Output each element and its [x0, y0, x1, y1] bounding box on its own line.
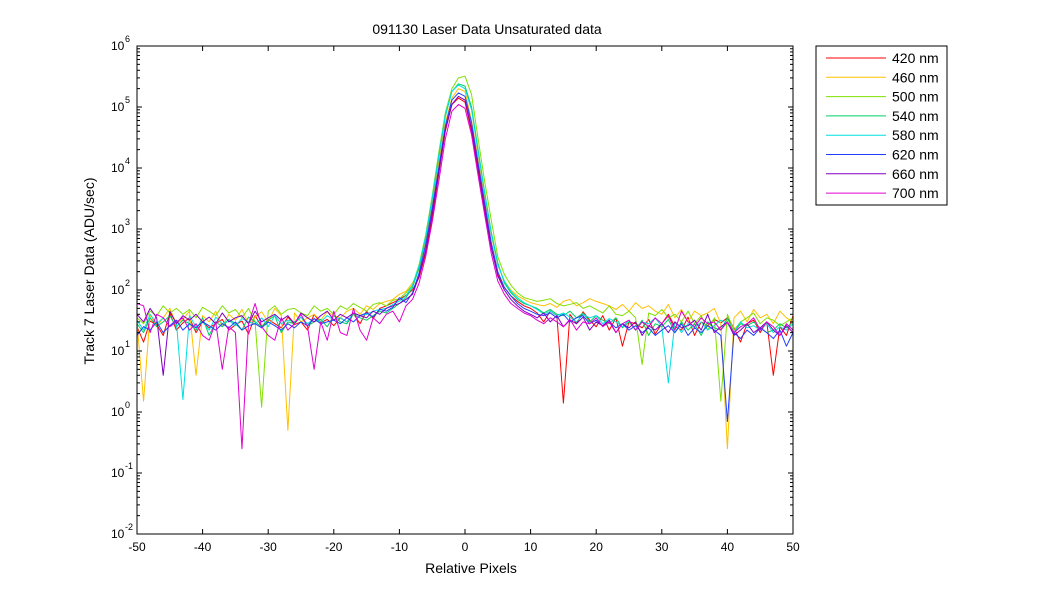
y-tick-exponent: 4 [125, 156, 130, 166]
y-tick-exponent: 5 [125, 95, 130, 105]
x-tick-label: -20 [325, 540, 343, 554]
legend: 420 nm 460 nm 500 nm 540 nm 580 nm 620 nm 660 … [815, 45, 948, 206]
x-tick-label: -10 [391, 540, 409, 554]
y-tick-base: 10 [111, 344, 125, 358]
legend-entry-label: 580 nm [892, 127, 939, 143]
y-tick-base: 10 [111, 39, 125, 53]
x-axis-label: Relative Pixels [425, 560, 517, 576]
x-tick-label: -50 [128, 540, 146, 554]
x-tick-label: 20 [590, 540, 604, 554]
x-tick-label: 0 [462, 540, 469, 554]
series-line-500-nm [136, 75, 794, 408]
x-tick-label: 40 [721, 540, 735, 554]
series-line-700-nm [136, 103, 794, 450]
legend-entry-label: 500 nm [892, 89, 939, 105]
y-tick-base: 10 [111, 161, 125, 175]
legend-entry-label: 460 nm [892, 69, 939, 85]
y-tick-exponent: 0 [125, 400, 130, 410]
y-tick-exponent: 1 [125, 339, 130, 349]
y-tick-exponent: 3 [125, 217, 130, 227]
y-tick-base: 10 [111, 100, 125, 114]
y-tick-exponent: 2 [125, 278, 130, 288]
series-layer [136, 75, 794, 450]
y-tick-base: 10 [111, 283, 125, 297]
legend-entry-label: 420 nm [892, 50, 939, 66]
x-tick-label: 10 [524, 540, 538, 554]
y-tick-base: 10 [111, 527, 125, 541]
y-tick-exponent: -1 [125, 461, 133, 471]
plot-area [137, 46, 793, 534]
y-tick-base: 10 [111, 405, 125, 419]
x-tick-label: 30 [655, 540, 669, 554]
y-tick-exponent: -2 [125, 522, 133, 532]
series-line-660-nm [136, 95, 794, 376]
x-axis: -50 -40 -30 -20 -10 0 10 20 30 40 50 [128, 46, 800, 554]
y-tick-exponent: 6 [125, 34, 130, 44]
chart-title: 091130 Laser Data Unsaturated data [372, 21, 602, 37]
x-tick-label: 50 [786, 540, 800, 554]
x-tick-label: -40 [194, 540, 212, 554]
y-tick-base: 10 [111, 466, 125, 480]
legend-entry-label: 700 nm [892, 185, 939, 201]
legend-entry-label: 540 nm [892, 108, 939, 124]
x-tick-label: -30 [260, 540, 278, 554]
y-axis-label: Track 7 Laser Data (ADU/sec) [81, 178, 97, 365]
legend-box [815, 45, 948, 206]
legend-entry-label: 620 nm [892, 147, 939, 163]
legend-entry-label: 660 nm [892, 166, 939, 182]
y-tick-base: 10 [111, 222, 125, 236]
series-line-460-nm [136, 88, 794, 450]
